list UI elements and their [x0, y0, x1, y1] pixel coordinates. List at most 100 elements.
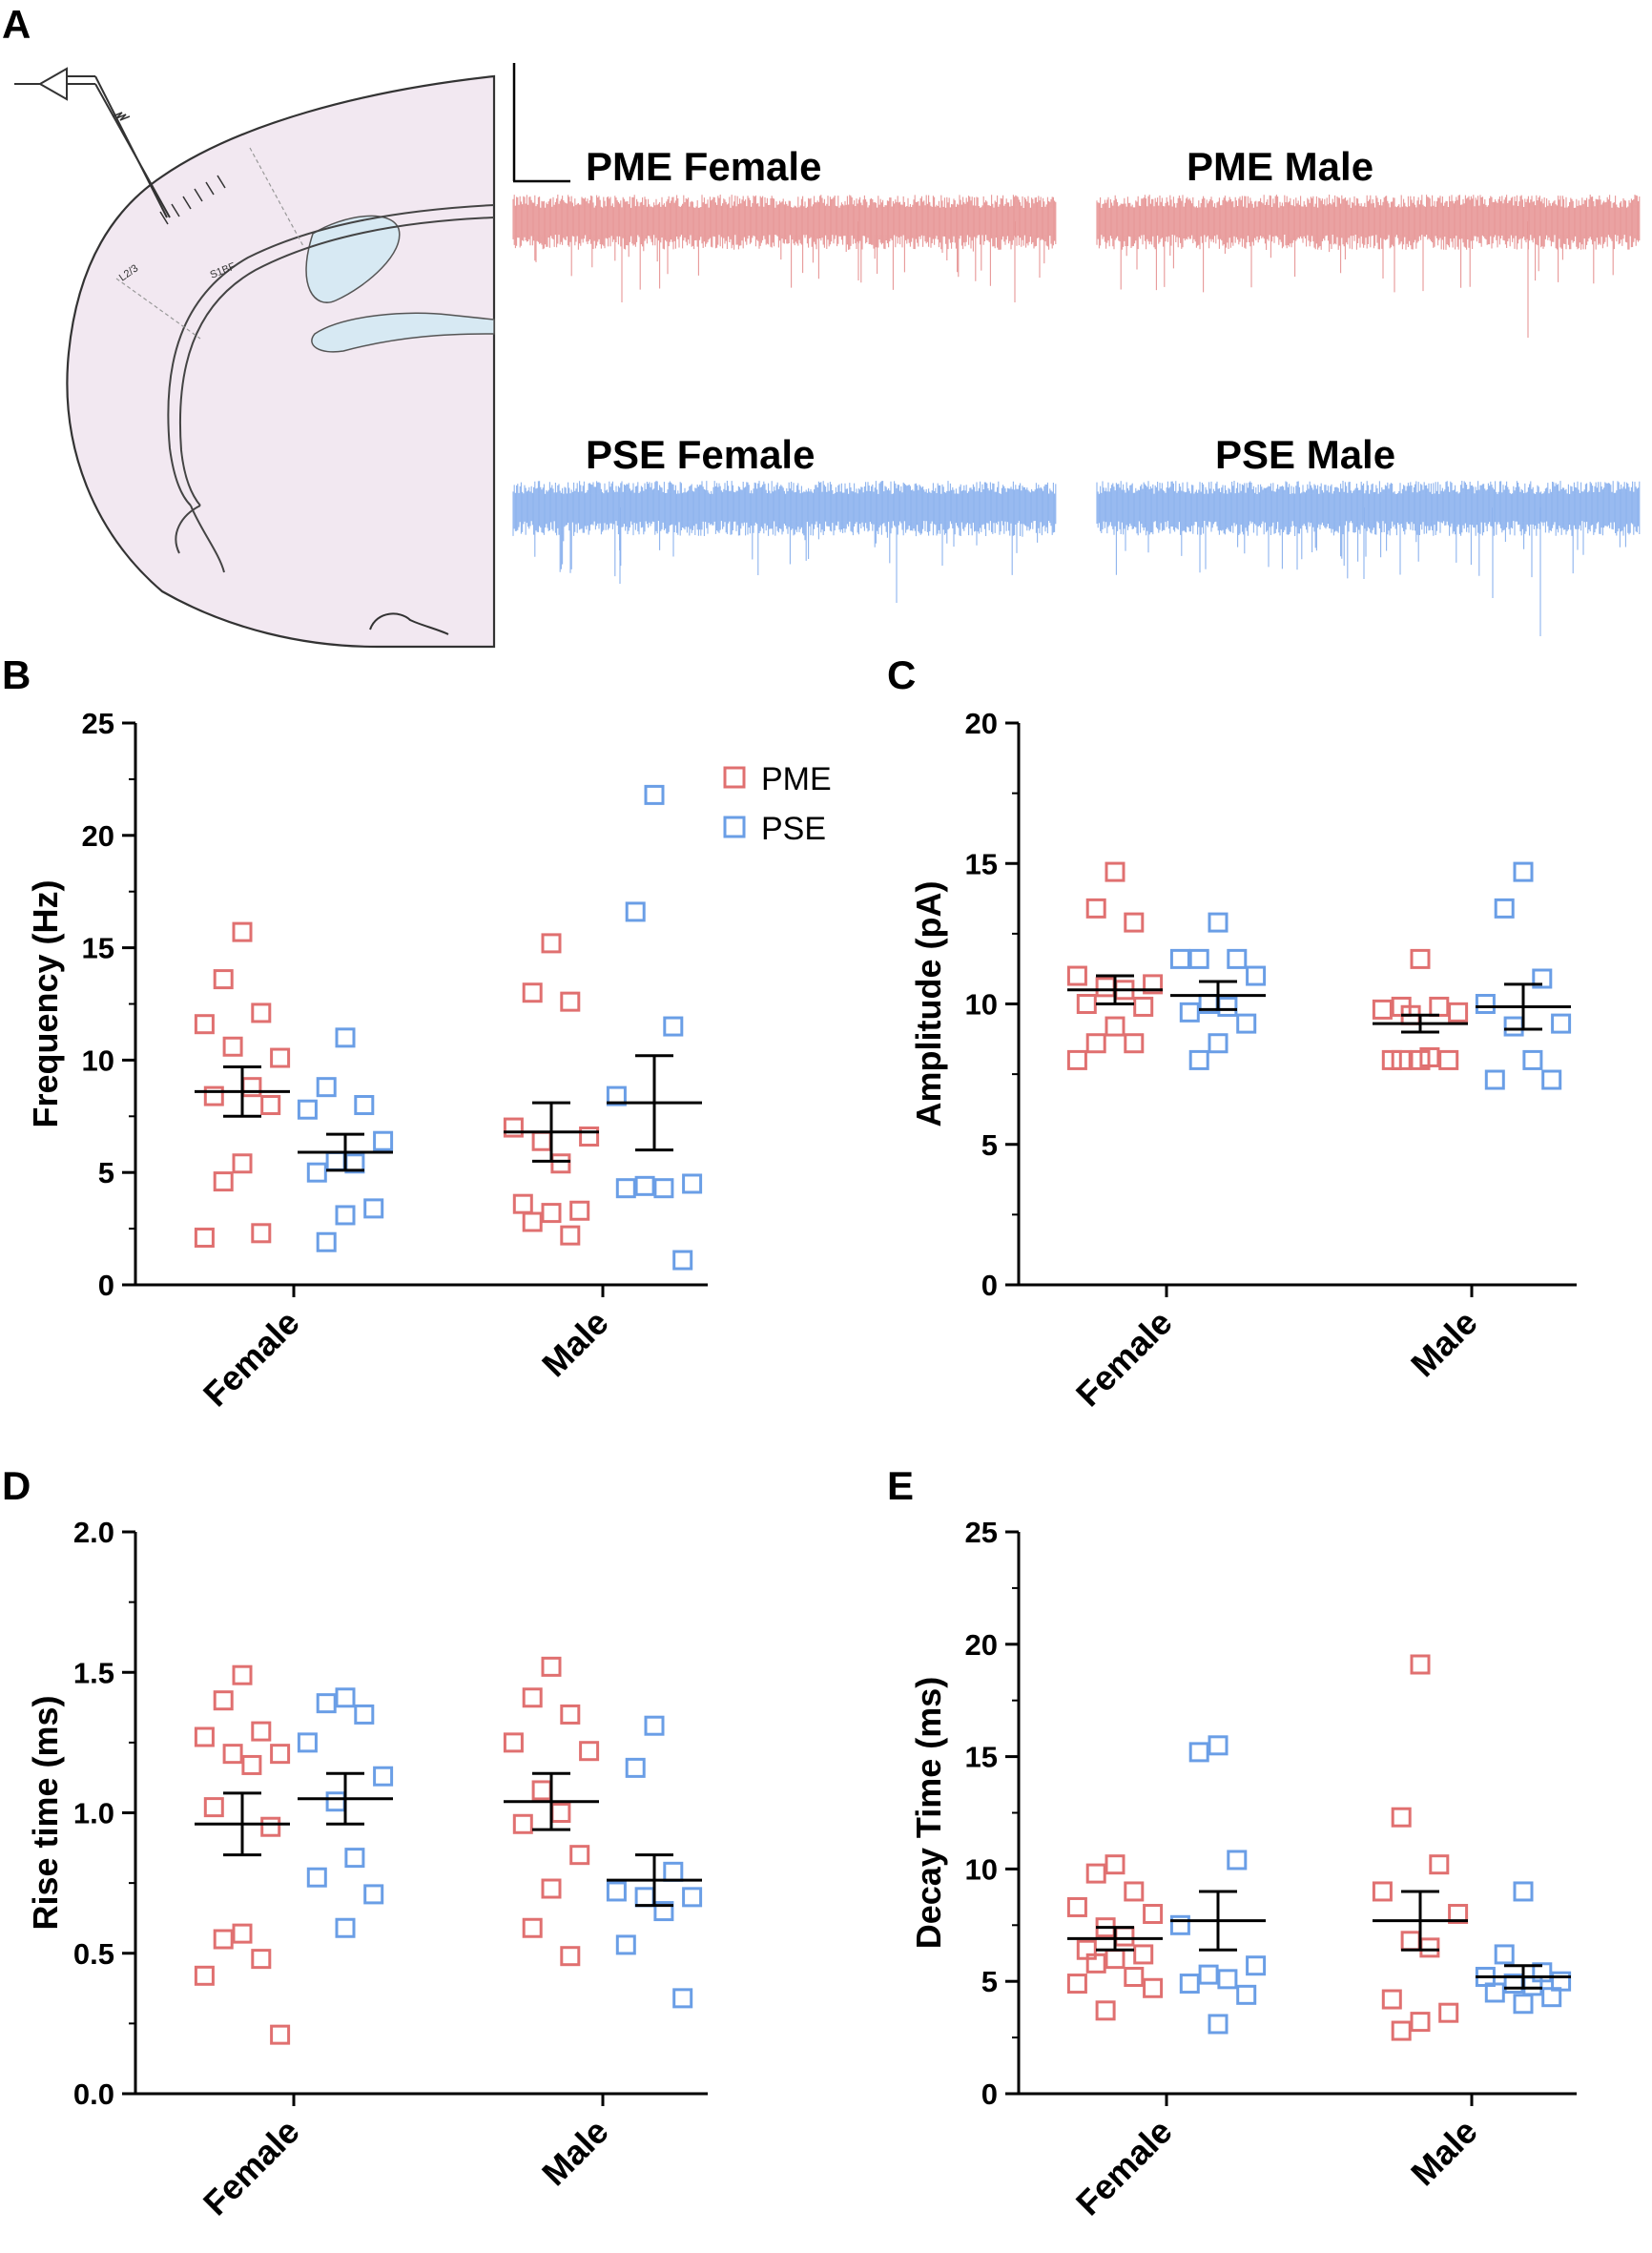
data-point-pme: [194, 1014, 215, 1035]
data-point-pme: [541, 1878, 562, 1899]
x-category-label: Female: [196, 2112, 307, 2223]
data-point-pse: [1484, 1982, 1505, 2003]
internal-capsule-line: [175, 505, 225, 573]
y-tick-label: 10: [82, 1044, 114, 1077]
data-point-pme: [1124, 1033, 1145, 1054]
corpus-callosum-line-2: [178, 217, 495, 506]
data-point-pse: [1217, 996, 1238, 1017]
data-point-pse: [363, 1198, 384, 1219]
data-point-pse: [682, 1887, 703, 1908]
data-point-pme: [541, 933, 562, 954]
data-point-pme: [222, 1744, 243, 1765]
x-category-label: Female: [1068, 2112, 1180, 2223]
data-point-pme: [251, 1002, 272, 1023]
data-point-pse: [316, 1077, 337, 1098]
brain-outline: [66, 74, 496, 649]
data-point-pme: [213, 1929, 234, 1950]
data-point-pme: [569, 1200, 590, 1221]
data-point-pse: [1169, 1914, 1190, 1935]
panel-letter-c: C: [887, 652, 916, 697]
data-point-pme: [569, 1845, 590, 1866]
y-axis-title: Rise time (ms): [26, 1695, 65, 1930]
data-point-pse: [1198, 1964, 1219, 1985]
data-point-pme: [1105, 1949, 1125, 1970]
data-point-pse: [1494, 898, 1515, 919]
y-tick-label: 10: [965, 988, 998, 1022]
data-point-pse: [1532, 968, 1553, 989]
data-point-pme: [1143, 1904, 1164, 1925]
y-tick-label: 5: [981, 1128, 998, 1162]
y-tick-label: 0.5: [73, 1937, 114, 1971]
data-point-pse: [1208, 1033, 1229, 1054]
y-tick-label: 20: [82, 819, 114, 853]
trace-label-pse-female: PSE Female: [586, 432, 815, 477]
data-point-pme: [203, 1085, 224, 1106]
y-tick-label: 1.0: [73, 1797, 114, 1830]
data-point-pme: [1066, 965, 1087, 986]
data-point-pse: [325, 1791, 346, 1812]
data-point-pse: [1503, 1016, 1524, 1037]
data-point-pse: [1541, 1069, 1562, 1090]
x-category-label: Female: [1068, 1303, 1180, 1415]
data-point-pme: [503, 1117, 524, 1138]
y-axis-title: Frequency (Hz): [26, 879, 65, 1127]
legend-swatch-pse: [723, 816, 746, 838]
data-point-pme: [1133, 1944, 1154, 1965]
data-point-pme: [550, 1803, 571, 1823]
data-point-pse: [373, 1130, 394, 1151]
panel-a: A L2/3 S1BF: [2, 2, 1641, 649]
data-point-pme: [232, 1664, 253, 1685]
data-point-pme: [541, 1203, 562, 1224]
data-point-pme: [222, 1036, 243, 1057]
data-point-pme: [541, 1656, 562, 1677]
data-point-pme: [1410, 1654, 1431, 1675]
chart-amplitude: 0 5 10 15 20 Amplitude (pA) Female Male: [909, 707, 1577, 1414]
data-point-pse: [634, 1175, 655, 1196]
data-point-pse: [325, 1150, 346, 1171]
data-point-pse: [1475, 994, 1496, 1014]
data-point-pme: [203, 1797, 224, 1818]
data-point-pme: [213, 969, 234, 990]
data-point-pme: [1372, 999, 1393, 1020]
data-point-pme: [251, 1721, 272, 1742]
data-point-pse: [615, 1934, 636, 1955]
data-point-pme: [1066, 1974, 1087, 1995]
data-point-pme: [1085, 1863, 1106, 1884]
legend: PME PSE: [723, 761, 832, 847]
data-point-pse: [1188, 1049, 1209, 1070]
y-tick-label: 2.0: [73, 1516, 114, 1549]
data-point-pse: [1551, 1013, 1572, 1034]
data-point-pse: [1494, 1944, 1515, 1965]
data-point-pse: [1208, 2014, 1229, 2035]
data-point-pse: [297, 1732, 318, 1753]
y-tick-label: 0: [981, 2077, 998, 2111]
chart-frequency: 0 5 10 15 20 25 Frequency (Hz) Female Male: [26, 707, 708, 1414]
data-point-pme: [1410, 948, 1431, 969]
trace-pme-male: [1096, 195, 1641, 338]
ventral-notch: [369, 612, 449, 635]
data-point-pse: [306, 1162, 327, 1183]
data-point-pse: [606, 1881, 627, 1902]
x-category-label: Male: [1403, 2112, 1485, 2194]
data-point-pse: [1246, 1955, 1267, 1976]
y-tick-label: 0: [98, 1269, 114, 1302]
data-point-pme: [1429, 996, 1450, 1017]
data-point-pme: [232, 921, 253, 942]
data-point-pse: [1179, 1002, 1200, 1023]
data-point-pse: [1169, 948, 1190, 969]
cortical-layer-ticks: [159, 175, 226, 225]
data-point-pme: [531, 1780, 552, 1801]
trace-pme-female: [512, 195, 1057, 302]
data-point-pme: [1066, 1049, 1087, 1070]
data-point-pme: [512, 1193, 533, 1214]
data-point-pme: [1372, 1881, 1393, 1902]
data-point-pse: [672, 1988, 693, 2009]
data-point-pse: [1227, 948, 1248, 969]
data-point-pme: [522, 1687, 543, 1708]
data-point-pme: [270, 1744, 291, 1765]
data-point-pme: [1114, 1926, 1135, 1947]
data-point-pse: [354, 1704, 375, 1725]
data-point-pse: [615, 1178, 636, 1199]
data-point-pse: [1208, 1735, 1229, 1756]
y-tick-label: 0.0: [73, 2077, 114, 2111]
